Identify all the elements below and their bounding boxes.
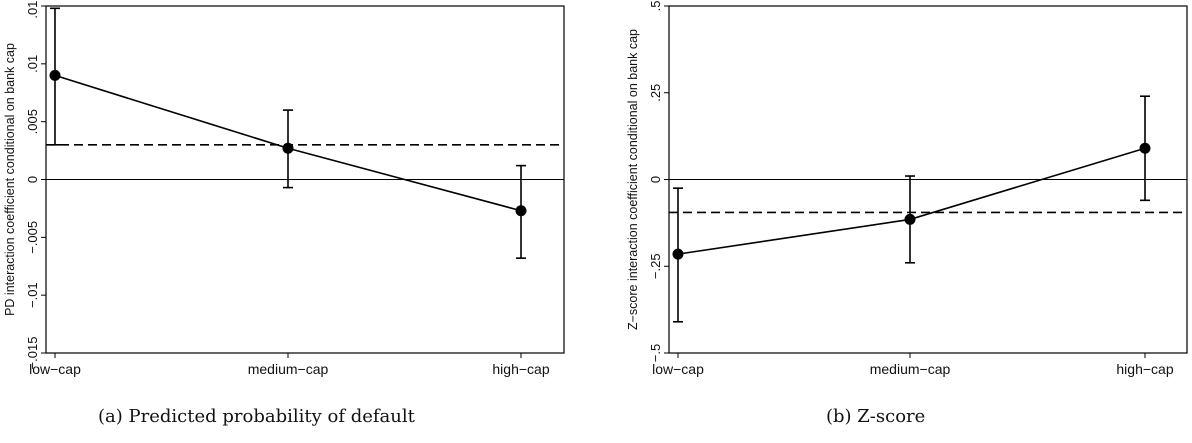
y-tick-label: 0 — [648, 176, 663, 183]
y-tick-label: −.25 — [648, 253, 663, 279]
data-point — [515, 205, 527, 217]
y-tick-label: −.005 — [25, 221, 40, 254]
chart-panel-2: −.5 −.25 0 .25 .5 low−cap medium−cap high−cap Z−… — [626, 1, 1188, 377]
data-point — [49, 69, 61, 81]
caption-a: (a) Predicted probability of default — [98, 406, 415, 427]
data-point — [672, 248, 684, 260]
y-tick-label: −.5 — [648, 344, 663, 362]
y-axis-label: PD interaction coefficient conditional o… — [3, 43, 17, 316]
y-tick-label: .5 — [648, 1, 663, 12]
data-point — [1139, 142, 1151, 154]
x-tick-label: high−cap — [1116, 361, 1173, 377]
y-tick-label: .25 — [648, 84, 663, 102]
y-tick-label: .005 — [25, 109, 40, 134]
y-tick-label: −.015 — [25, 337, 40, 370]
data-point — [904, 213, 916, 225]
y-axis-label: Z−score interaction coefficient conditio… — [626, 29, 640, 330]
y-tick-label: .01 — [25, 55, 40, 73]
x-tick-label: low−cap — [29, 361, 81, 377]
chart-panel-1: −.015 −.01 −.005 0 .005 .01 .015 low−cap medium−… — [3, 0, 565, 377]
charts-canvas: −.015 −.01 −.005 0 .005 .01 .015 low−cap medium−… — [3, 0, 1188, 377]
y-tick-label: −.01 — [25, 282, 40, 308]
x-tick-label: medium−cap — [870, 361, 951, 377]
x-tick-label: medium−cap — [248, 361, 329, 377]
data-point — [282, 142, 294, 154]
caption-b: (b) Z-score — [826, 406, 926, 427]
x-tick-label: low−cap — [652, 361, 704, 377]
y-tick-label: 0 — [25, 176, 40, 183]
series-line — [677, 147, 1146, 255]
x-tick-label: high−cap — [492, 361, 549, 377]
y-tick-label: .015 — [25, 0, 40, 19]
